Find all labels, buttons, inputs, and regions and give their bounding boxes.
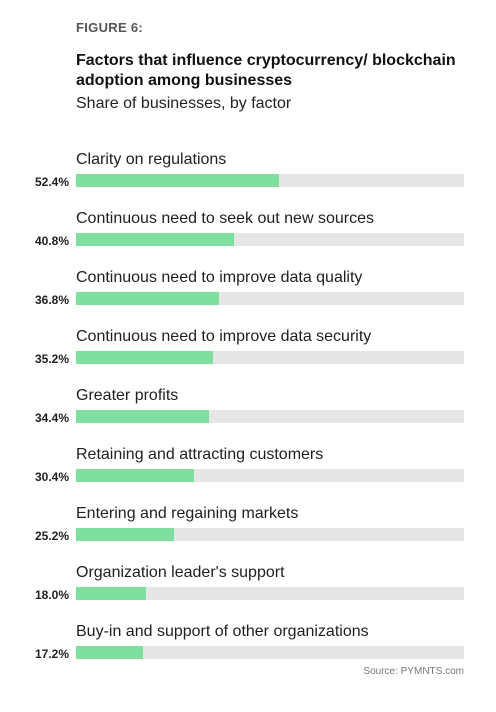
value-label: 40.8% — [34, 234, 69, 248]
bar — [76, 587, 146, 600]
bar-track — [76, 528, 464, 541]
value-label: 34.4% — [34, 411, 69, 425]
bar — [76, 469, 194, 482]
bar — [76, 410, 209, 423]
value-label: 18.0% — [34, 588, 69, 602]
bar-track — [76, 174, 464, 187]
bar — [76, 528, 174, 541]
category-label: Organization leader's support — [76, 564, 285, 581]
value-label: 30.4% — [34, 470, 69, 484]
value-label: 35.2% — [34, 352, 69, 366]
bar — [76, 174, 279, 187]
category-label: Buy-in and support of other organization… — [76, 623, 369, 640]
bar-track — [76, 469, 464, 482]
bar — [76, 646, 143, 659]
value-label: 36.8% — [34, 293, 69, 307]
value-label: 25.2% — [34, 529, 69, 543]
bar-track — [76, 233, 464, 246]
category-label: Entering and regaining markets — [76, 505, 299, 522]
category-label: Retaining and attracting customers — [76, 446, 324, 463]
value-label: 17.2% — [34, 647, 69, 661]
chart-title: Factors that influence cryptocurrency/ b… — [76, 52, 456, 89]
figure-label: FIGURE 6: — [76, 20, 143, 35]
bar-track — [76, 587, 464, 600]
category-label: Clarity on regulations — [76, 151, 227, 168]
bar-track — [76, 410, 464, 423]
category-label: Continuous need to improve data quality — [76, 269, 363, 286]
value-label: 52.4% — [34, 175, 69, 189]
bar — [76, 292, 219, 305]
category-label: Greater profits — [76, 387, 179, 404]
bar-track — [76, 646, 464, 659]
bar — [76, 351, 213, 364]
bar-track — [76, 351, 464, 364]
bar-track — [76, 292, 464, 305]
bar — [76, 233, 234, 246]
category-label: Continuous need to seek out new sources — [76, 210, 374, 227]
source-note: Source: PYMNTS.com — [363, 666, 464, 677]
chart-subtitle: Share of businesses, by factor — [76, 95, 292, 112]
category-label: Continuous need to improve data security — [76, 328, 372, 345]
